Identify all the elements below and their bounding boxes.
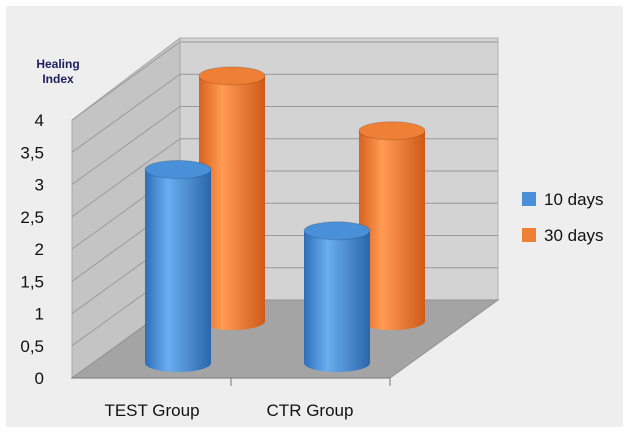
bar-top — [144, 160, 212, 179]
y-tick-label: 4 — [35, 111, 44, 130]
bar-body — [304, 230, 370, 372]
legend: 10 days 30 days — [522, 190, 604, 245]
bar-top — [303, 221, 371, 241]
y-axis-title-line1: Healing — [36, 57, 79, 71]
gridline-side — [71, 41, 181, 121]
bar-body — [199, 75, 265, 331]
y-tick-label: 0 — [35, 369, 44, 388]
y-tick-label: 3 — [35, 176, 44, 195]
y-axis-ticks: 0 0,5 1 1,5 2 2,5 3 3,5 4 — [20, 111, 44, 388]
y-tick-label: 1,5 — [20, 272, 44, 291]
legend-label: 10 days — [544, 190, 604, 209]
y-tick-label: 2,5 — [20, 208, 44, 227]
y-axis-title-line2: Index — [42, 72, 74, 86]
bars — [144, 66, 426, 372]
gridline-side — [71, 106, 181, 185]
x-axis-categories: TEST Group CTR Group — [104, 401, 353, 420]
y-tick-label: 3,5 — [20, 143, 44, 162]
bar-30-days — [198, 66, 266, 331]
legend-swatch — [522, 228, 536, 242]
bar-body — [359, 130, 425, 330]
bar-10-days — [303, 221, 371, 372]
bar-30-days — [358, 121, 426, 330]
bar-10-days — [144, 160, 212, 372]
gridline-side — [71, 138, 181, 218]
bar-body — [145, 169, 211, 372]
x-category-label: TEST Group — [104, 401, 199, 420]
bar-top — [198, 66, 266, 86]
x-category-label: CTR Group — [267, 401, 354, 420]
y-tick-label: 0,5 — [20, 337, 44, 356]
legend-swatch — [522, 192, 536, 206]
y-tick-label: 2 — [35, 240, 44, 259]
gridline-side — [71, 73, 181, 153]
legend-label: 30 days — [544, 226, 604, 245]
bar-top — [358, 121, 426, 141]
y-tick-label: 1 — [35, 305, 44, 324]
